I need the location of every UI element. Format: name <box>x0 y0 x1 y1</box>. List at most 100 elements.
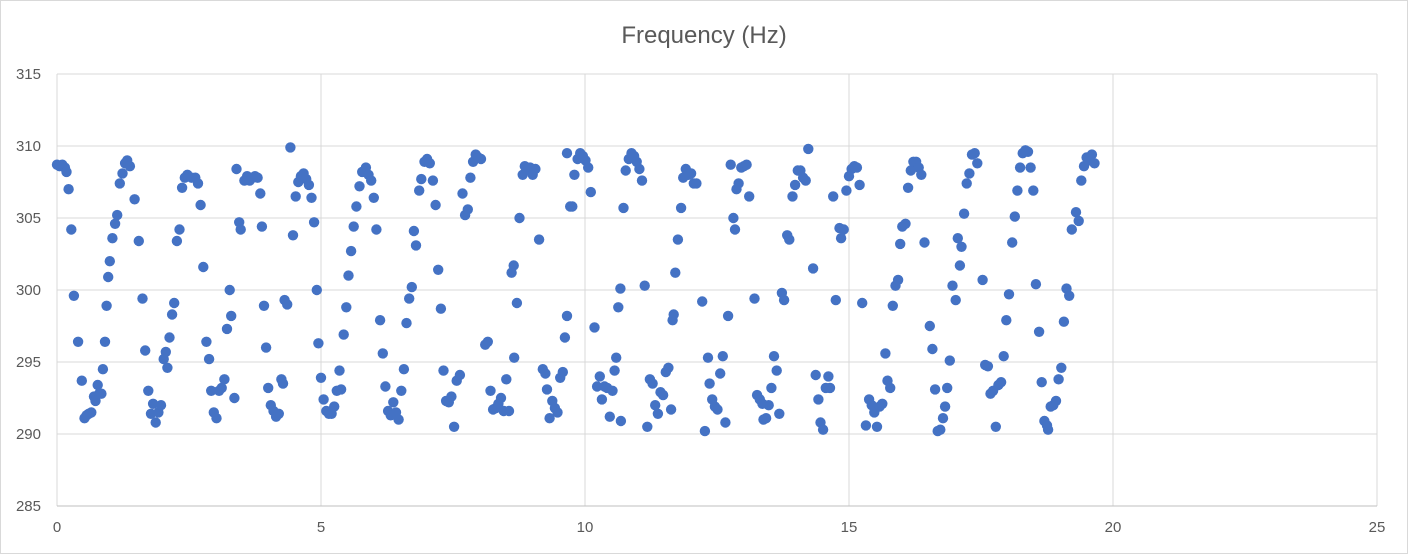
data-point <box>224 284 235 296</box>
data-point <box>401 317 412 329</box>
data-point <box>414 185 425 196</box>
data-point <box>924 320 935 332</box>
data-point <box>702 352 714 363</box>
data-point <box>807 263 819 274</box>
data-point <box>760 413 772 424</box>
data-point <box>841 185 852 196</box>
x-tick-label: 0 <box>53 519 61 536</box>
data-point <box>860 420 872 431</box>
data-point <box>343 270 354 281</box>
data-point <box>143 385 154 396</box>
data-point <box>900 218 911 229</box>
data-point <box>927 343 938 355</box>
data-point <box>642 421 653 432</box>
data-point <box>1014 162 1026 173</box>
data-point <box>810 369 821 381</box>
data-point <box>929 384 941 395</box>
data-point <box>303 179 315 191</box>
data-point <box>273 408 284 419</box>
data-point <box>174 224 185 235</box>
data-point <box>672 234 684 245</box>
data-point <box>345 245 357 257</box>
data-point <box>871 421 883 432</box>
data-point <box>388 397 399 408</box>
data-point <box>124 161 136 172</box>
data-point <box>559 332 571 343</box>
data-point <box>998 351 1009 362</box>
data-point <box>231 163 242 175</box>
data-point <box>1066 224 1078 235</box>
data-point <box>206 385 217 396</box>
data-point <box>150 417 161 428</box>
data-point <box>99 336 111 347</box>
data-point <box>1025 162 1036 173</box>
data-point <box>895 238 906 250</box>
data-point <box>216 382 227 394</box>
data-point <box>771 365 782 376</box>
data-point <box>552 407 563 418</box>
data-point <box>892 274 904 286</box>
data-point <box>1007 237 1018 248</box>
gridlines <box>56 73 1378 506</box>
data-point <box>530 163 541 175</box>
data-point <box>954 260 966 271</box>
data-point <box>219 374 230 385</box>
y-tick-label: 285 <box>16 498 41 515</box>
data-point <box>252 172 263 183</box>
data-point <box>63 184 74 195</box>
data-point <box>1050 395 1062 407</box>
data-point <box>258 300 270 311</box>
data-point <box>454 369 466 381</box>
data-point <box>647 378 658 389</box>
data-point <box>800 175 811 186</box>
data-point <box>198 261 209 273</box>
data-point <box>1042 424 1054 435</box>
data-point <box>952 233 963 244</box>
data-point <box>329 401 340 412</box>
data-point <box>916 169 927 180</box>
data-point <box>162 362 173 373</box>
data-point <box>129 194 140 205</box>
data-point <box>880 348 891 359</box>
data-point <box>147 398 159 409</box>
data-point <box>335 384 347 395</box>
data-point <box>636 175 648 186</box>
data-point <box>1012 185 1023 196</box>
data-point <box>961 178 972 189</box>
data-point <box>1001 315 1012 326</box>
data-point <box>341 302 352 313</box>
data-point <box>569 169 580 180</box>
data-points <box>51 142 1100 437</box>
data-point <box>66 224 77 235</box>
data-point <box>508 260 519 271</box>
data-point <box>1076 175 1087 186</box>
data-point <box>201 336 212 347</box>
data-point <box>374 315 386 326</box>
data-point <box>511 297 523 309</box>
data-point <box>171 235 183 247</box>
data-point <box>1064 290 1075 301</box>
data-point <box>282 299 293 310</box>
data-point <box>838 224 849 235</box>
data-point <box>715 368 726 379</box>
data-point <box>665 404 677 415</box>
data-point <box>1070 207 1082 218</box>
data-point <box>368 192 379 203</box>
data-point <box>725 159 736 170</box>
data-point <box>396 385 407 396</box>
data-point <box>704 378 715 389</box>
data-point <box>465 172 476 183</box>
data-point <box>541 384 553 395</box>
data-point <box>424 158 435 169</box>
data-point <box>969 148 980 159</box>
data-point <box>749 293 760 304</box>
data-point <box>1028 185 1039 196</box>
data-point <box>1003 289 1015 300</box>
data-point <box>977 274 988 286</box>
data-point <box>410 240 422 251</box>
data-point <box>313 338 324 349</box>
data-point <box>887 300 898 311</box>
data-point <box>61 166 72 178</box>
data-point <box>942 382 953 394</box>
